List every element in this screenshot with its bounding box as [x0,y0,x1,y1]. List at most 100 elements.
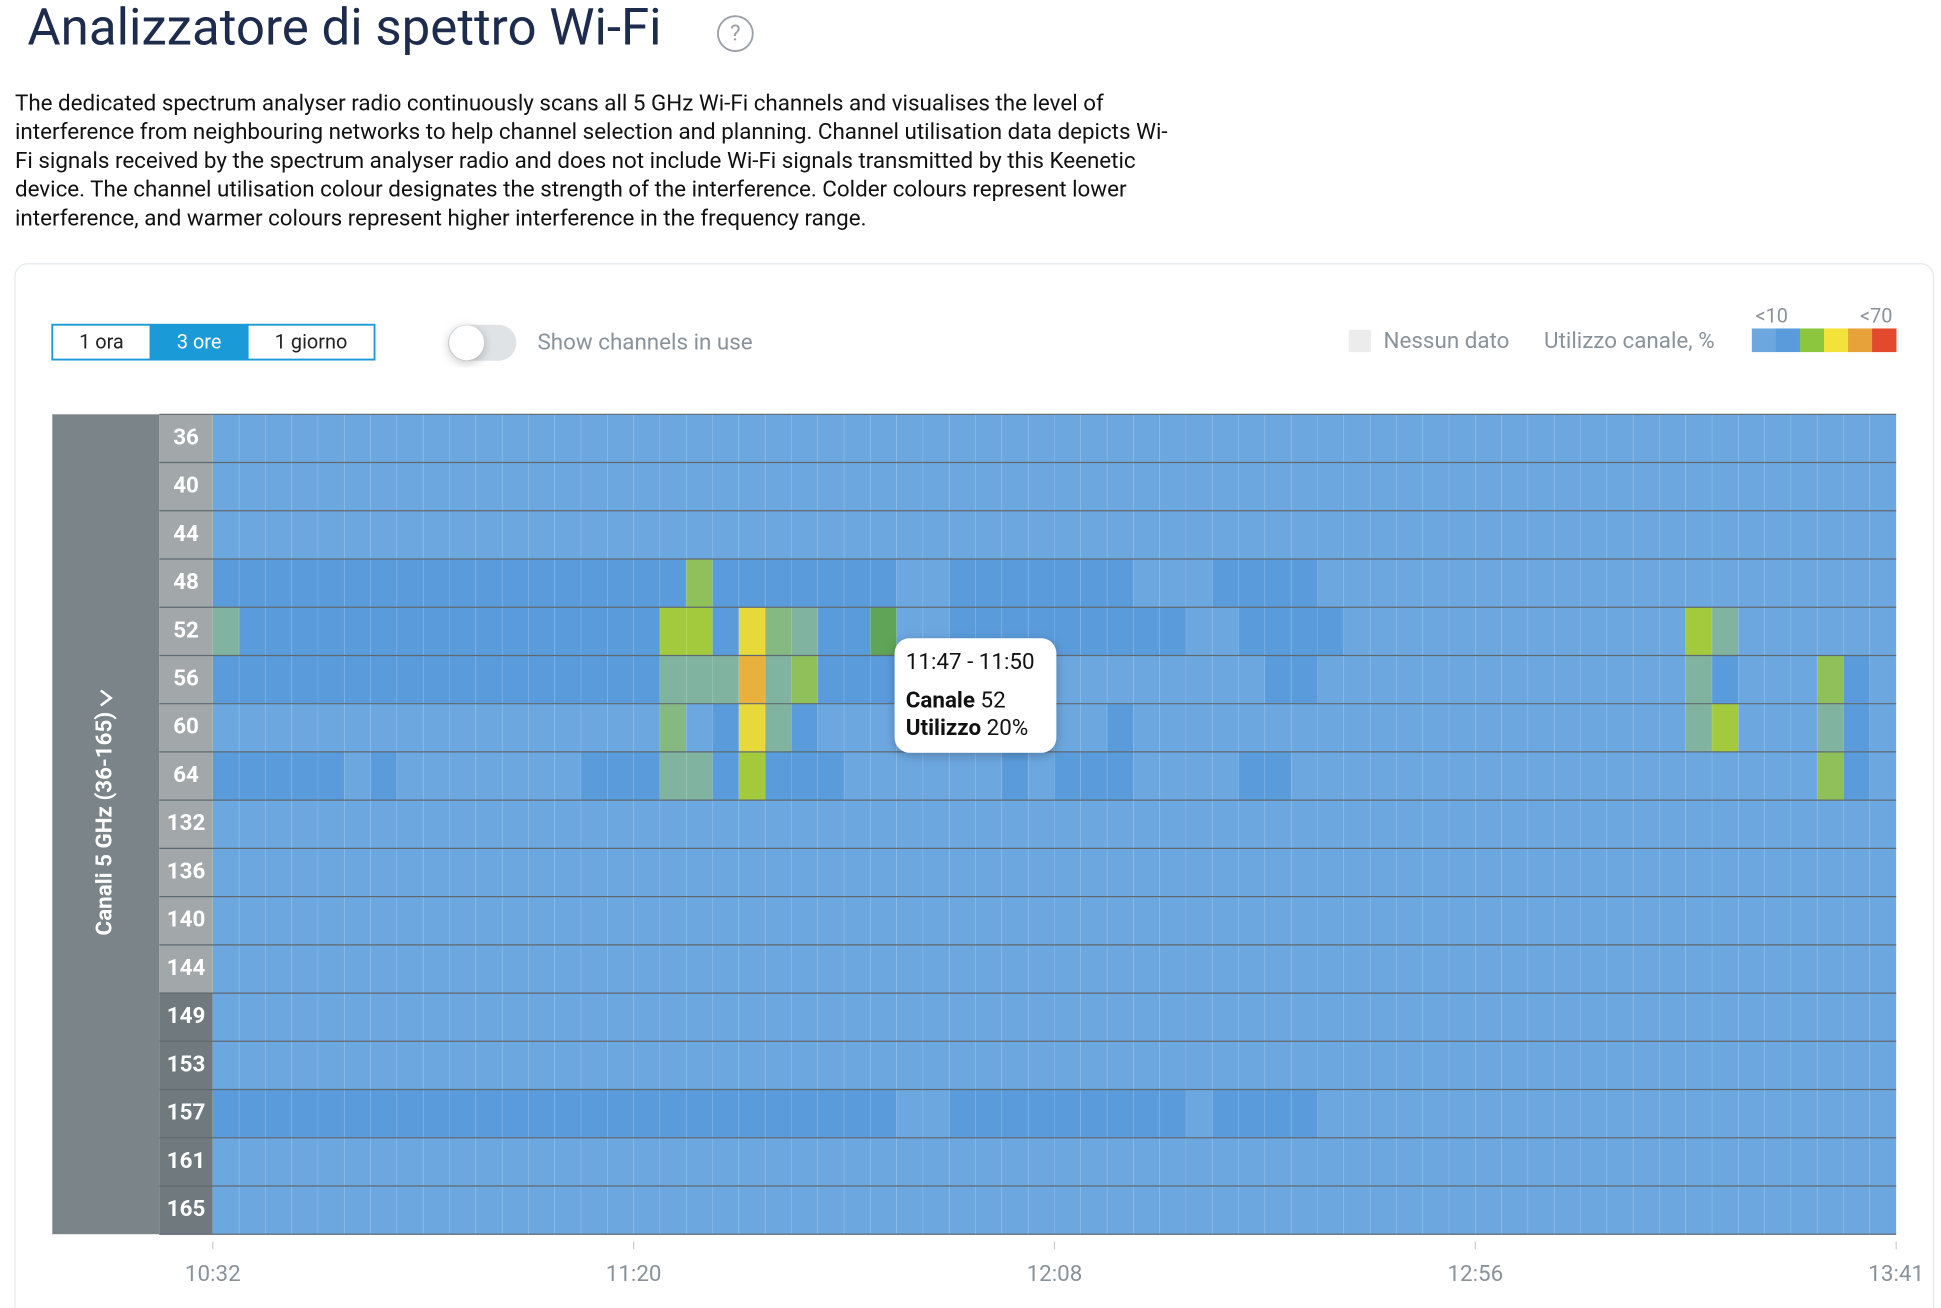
heat-cell[interactable] [633,896,661,946]
heat-cell[interactable] [1001,1137,1029,1187]
heat-cell[interactable] [370,606,398,656]
heat-cell[interactable] [1369,1137,1397,1187]
heat-cell[interactable] [1080,992,1108,1042]
heat-cell[interactable] [843,944,871,994]
heat-cell[interactable] [1159,510,1187,560]
heat-cell[interactable] [265,799,293,849]
heat-cell[interactable] [1238,848,1266,897]
heat-cell[interactable] [1264,751,1292,801]
heat-cell[interactable] [370,1040,398,1090]
heat-cell[interactable] [764,1089,792,1139]
heat-cell[interactable] [1869,413,1897,463]
heat-cell[interactable] [422,703,450,753]
heat-cell[interactable] [1685,992,1713,1042]
heat-cell[interactable] [1606,1040,1634,1090]
heat-cell[interactable] [1396,1040,1424,1090]
heat-cell[interactable] [975,1089,1003,1139]
heat-cell[interactable] [1185,510,1213,560]
heat-cell[interactable] [370,703,398,753]
heat-cell[interactable] [869,944,898,994]
heat-cell[interactable] [791,799,819,849]
heat-cell[interactable] [1448,992,1476,1042]
heat-cell[interactable] [1422,1089,1450,1139]
heat-cell[interactable] [791,462,819,512]
heat-cell[interactable] [449,1040,477,1090]
heat-cell[interactable] [343,462,371,512]
heat-cell[interactable] [1527,1137,1555,1187]
heat-cell[interactable] [1501,1040,1529,1090]
heat-cell[interactable] [1790,413,1818,463]
heat-cell[interactable] [1790,558,1818,608]
heat-cell[interactable] [659,413,687,463]
heat-cell[interactable] [1211,413,1239,463]
heat-cell[interactable] [685,944,713,994]
heat-cell[interactable] [1606,413,1634,463]
heat-cell[interactable] [370,992,398,1042]
heat-cell[interactable] [764,848,792,897]
heat-cell[interactable] [975,944,1003,994]
heat-cell[interactable] [1027,896,1055,946]
heat-cell[interactable] [1290,896,1318,946]
heat-cell[interactable] [1317,606,1345,656]
heat-cell[interactable] [396,1137,424,1187]
heat-cell[interactable] [1659,1185,1687,1235]
heat-cell[interactable] [1106,413,1134,463]
heat-cell[interactable] [1711,799,1739,849]
heat-cell[interactable] [1369,413,1397,463]
heat-cell[interactable] [1632,992,1660,1042]
heat-cell[interactable] [1027,1040,1055,1090]
heat-cell[interactable] [265,944,293,994]
heat-cell[interactable] [1185,413,1213,463]
heat-cell[interactable] [1159,896,1187,946]
heat-cell[interactable] [528,799,556,849]
heat-cell[interactable] [580,462,608,512]
heat-cell[interactable] [1290,1089,1318,1139]
heat-cell[interactable] [265,655,293,705]
heat-cell[interactable] [633,462,661,512]
heat-cell[interactable] [396,606,424,656]
heat-cell[interactable] [633,703,661,753]
heat-cell[interactable] [317,799,345,849]
heat-cell[interactable] [1606,703,1634,753]
heat-cell[interactable] [212,413,240,463]
heat-cell[interactable] [1317,558,1345,608]
heat-cell[interactable] [1106,751,1134,801]
heat-cell[interactable] [1659,751,1687,801]
heat-cell[interactable] [1106,1089,1134,1139]
heat-cell[interactable] [1422,896,1450,946]
heat-cell[interactable] [1816,799,1844,849]
heat-cell[interactable] [1238,1137,1266,1187]
heat-cell[interactable] [1211,799,1239,849]
heat-cell[interactable] [528,1040,556,1090]
heat-cell[interactable] [1659,992,1687,1042]
heat-cell[interactable] [528,1185,556,1235]
heat-cell[interactable] [738,510,766,560]
heat-cell[interactable] [1343,558,1371,608]
heat-cell[interactable] [370,1185,398,1235]
heat-cell[interactable] [843,1137,871,1187]
heat-cell[interactable] [1290,799,1318,849]
heat-cell[interactable] [1448,510,1476,560]
heat-cell[interactable] [712,703,740,753]
heat-cell[interactable] [1133,655,1161,705]
heat-cell[interactable] [1133,462,1161,512]
heat-cell[interactable] [1211,944,1239,994]
heat-cell[interactable] [712,1185,740,1235]
heat-cell[interactable] [370,558,398,608]
heat-cell[interactable] [1106,992,1134,1042]
heat-cell[interactable] [370,751,398,801]
heat-cell[interactable] [685,655,713,705]
heat-cell[interactable] [922,1185,950,1235]
heat-cell[interactable] [1211,703,1239,753]
heat-cell[interactable] [528,703,556,753]
heat-cell[interactable] [1448,1040,1476,1090]
heat-cell[interactable] [1159,558,1187,608]
heat-cell[interactable] [1238,558,1266,608]
heat-cell[interactable] [1369,1185,1397,1235]
heat-cell[interactable] [449,1137,477,1187]
heat-cell[interactable] [1580,413,1608,463]
heat-cell[interactable] [1369,606,1397,656]
heat-cell[interactable] [554,1089,582,1139]
heat-cell[interactable] [370,799,398,849]
heat-cell[interactable] [817,751,845,801]
